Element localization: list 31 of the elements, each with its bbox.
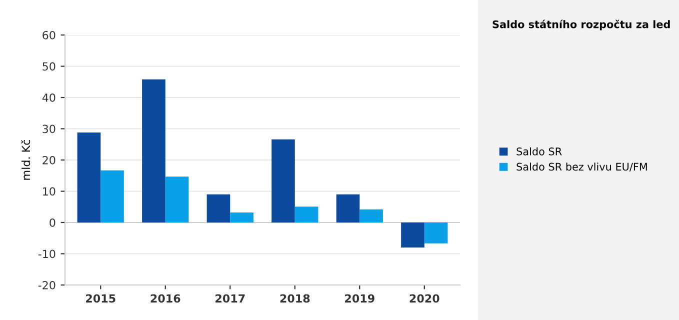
y-tick-label: 30 <box>42 124 56 134</box>
x-tick-label: 2015 <box>86 294 116 303</box>
x-tick-label: 2019 <box>345 294 374 303</box>
y-tick-label: 50 <box>42 62 56 71</box>
x-tick-label: 2018 <box>280 294 310 303</box>
bar <box>100 170 124 222</box>
bar <box>294 206 318 222</box>
legend-label: Saldo SR <box>516 147 562 156</box>
x-tick-label: 2016 <box>150 294 180 303</box>
y-tick-label: -10 <box>38 250 56 258</box>
bar <box>142 79 166 222</box>
bar <box>230 212 254 222</box>
bar <box>336 194 360 222</box>
bar <box>165 176 189 222</box>
y-tick-label: 60 <box>42 30 56 40</box>
y-tick-label: 20 <box>42 156 56 164</box>
x-tick-label: 2020 <box>410 294 440 303</box>
legend-label: Saldo SR bez vlivu EU/FM <box>516 162 647 172</box>
y-tick-label: 40 <box>42 93 56 102</box>
bar <box>401 222 424 248</box>
bar <box>424 222 448 244</box>
bar <box>360 209 383 222</box>
y-tick-label: 0 <box>50 218 56 227</box>
bar <box>77 132 101 222</box>
y-tick-label: -20 <box>38 280 56 290</box>
bar <box>206 194 230 222</box>
y-tick-label: 10 <box>43 187 56 196</box>
x-tick-label: 2017 <box>216 294 245 303</box>
y-axis-title: mld. Kč <box>21 140 30 180</box>
bar <box>272 139 295 222</box>
text: Saldo státního rozpočtu za led <box>492 20 670 30</box>
